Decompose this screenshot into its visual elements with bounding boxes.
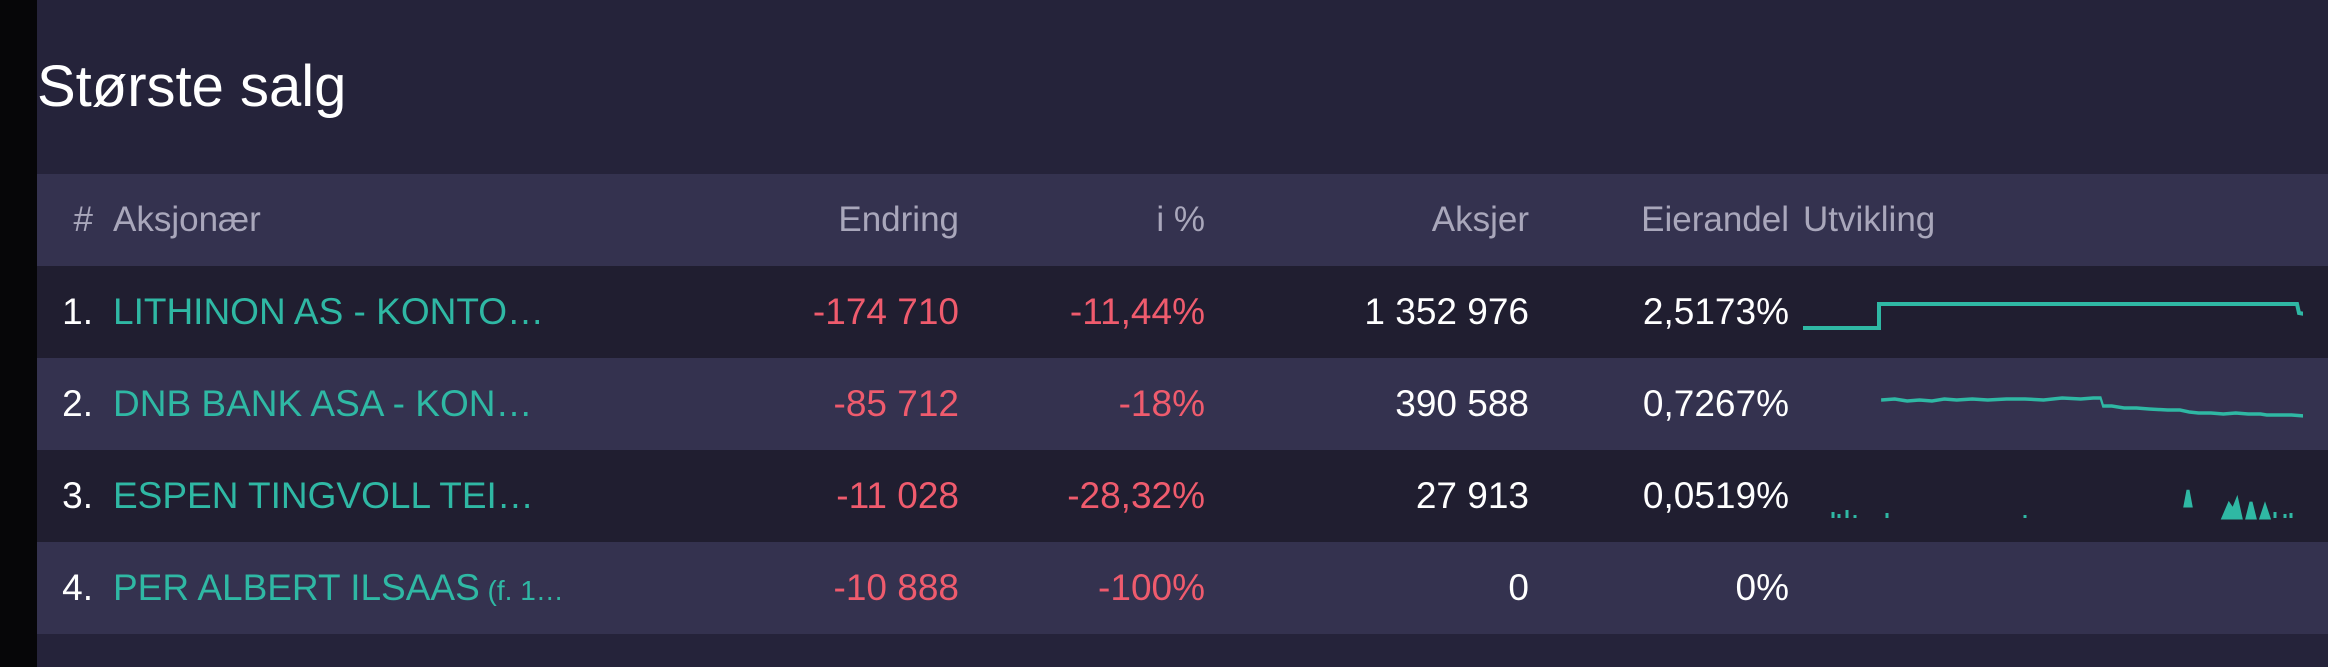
header-percent: i %: [1156, 200, 1205, 239]
page-title: Største salg: [37, 54, 347, 119]
shares-value: 27 913: [1415, 475, 1529, 516]
header-shares: Aksjer: [1431, 200, 1529, 239]
ownership-value: 0,0519%: [1642, 475, 1789, 516]
row-number: 1.: [62, 291, 93, 332]
row-number: 2.: [62, 383, 93, 424]
header-development: Utvikling: [1803, 200, 1936, 239]
change-value: -11 028: [836, 475, 959, 516]
shareholder-name: ESPEN TINGVOLL TEI…: [113, 475, 534, 516]
shareholder-name: PER ALBERT ILSAAS: [113, 567, 480, 608]
table-row: 4. PER ALBERT ILSAAS (f. 1… -10 888 -100…: [37, 542, 2328, 634]
left-edge-strip: [0, 0, 37, 667]
change-value: -10 888: [833, 567, 960, 608]
shareholder-link[interactable]: LITHINON AS - KONTO…: [113, 266, 583, 358]
header-ownership: Eierandel: [1641, 200, 1789, 239]
row-number: 3.: [62, 475, 93, 516]
change-value: -174 710: [812, 291, 959, 332]
ownership-value: 0%: [1735, 567, 1789, 608]
ownership-value: 2,5173%: [1642, 291, 1789, 332]
table-header-row: # Aksjonær Endring i % Aksjer Eierandel …: [37, 174, 2328, 266]
shareholder-name-suffix: (f. 1…: [479, 575, 564, 606]
change-percent: -28,32%: [1067, 475, 1205, 516]
change-percent: -100%: [1098, 567, 1205, 608]
table-row: 3. ESPEN TINGVOLL TEI… -11 028 -28,32% 2…: [37, 450, 2328, 542]
shareholder-link[interactable]: DNB BANK ASA - KON…: [113, 358, 583, 450]
header-num: #: [73, 200, 93, 239]
development-sparkline: [1831, 489, 2293, 520]
shareholder-name: LITHINON AS - KONTO…: [113, 291, 545, 332]
ownership-value: 0,7267%: [1642, 383, 1789, 424]
shares-value: 390 588: [1395, 383, 1529, 424]
shares-value: 1 352 976: [1364, 291, 1529, 332]
largest-sales-panel: Største salg # Aksjonær Endring i % Aksj…: [37, 0, 2328, 667]
change-percent: -11,44%: [1069, 291, 1205, 332]
change-percent: -18%: [1118, 383, 1205, 424]
header-shareholder: Aksjonær: [113, 200, 261, 239]
table-row: 2. DNB BANK ASA - KON… -85 712 -18% 390 …: [37, 358, 2328, 450]
development-sparkline: [1803, 302, 2303, 330]
shareholder-link[interactable]: ESPEN TINGVOLL TEI…: [113, 450, 583, 542]
shareholder-name: DNB BANK ASA - KON…: [113, 383, 533, 424]
change-value: -85 712: [833, 383, 960, 424]
table-row: 1. LITHINON AS - KONTO… -174 710 -11,44%…: [37, 266, 2328, 358]
shares-value: 0: [1508, 567, 1529, 608]
sales-table: # Aksjonær Endring i % Aksjer Eierandel …: [37, 174, 2328, 634]
development-sparkline: [1881, 396, 2303, 418]
shareholder-link[interactable]: PER ALBERT ILSAAS (f. 1…: [113, 542, 583, 634]
row-number: 4.: [62, 567, 93, 608]
header-change: Endring: [838, 200, 959, 239]
